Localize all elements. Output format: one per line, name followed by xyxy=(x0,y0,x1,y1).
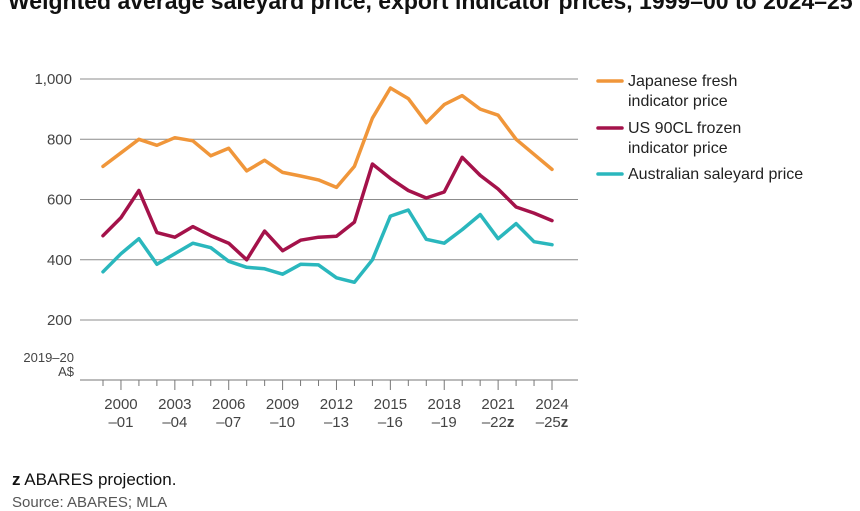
series-lines xyxy=(101,86,554,285)
x-tick-label: –22z xyxy=(482,414,515,431)
series-line-1 xyxy=(101,86,554,190)
series-line-3 xyxy=(101,208,554,285)
source-note: Source: ABARES; MLA xyxy=(12,494,168,511)
x-tick-label: 2006 xyxy=(212,396,245,413)
x-tick-label: 2000 xyxy=(104,396,137,413)
y-tick-label: 800 xyxy=(47,131,72,148)
x-tick-label: 2012 xyxy=(320,396,353,413)
x-tick-label: –07 xyxy=(216,414,241,431)
x-tick-label: 2021 xyxy=(481,396,514,413)
legend-label: Australian saleyard price xyxy=(628,166,803,183)
x-tick-label: –19 xyxy=(432,414,457,431)
y-tick-label: 600 xyxy=(47,192,72,209)
x-tick-label: –10 xyxy=(270,414,295,431)
x-tick-label: 2015 xyxy=(374,396,407,413)
grid-lines xyxy=(80,78,578,321)
projection-marker: z xyxy=(507,414,515,431)
x-tick-label: 2009 xyxy=(266,396,299,413)
footnote-marker: z xyxy=(12,470,21,489)
x-tick-label: 2024 xyxy=(535,396,568,413)
legend-label: indicator price xyxy=(628,140,728,157)
y-axis-label: 2019–20A$ xyxy=(23,350,74,379)
x-tick-label: 2018 xyxy=(428,396,461,413)
x-tick-label: 2003 xyxy=(158,396,191,413)
y-tick-label: 400 xyxy=(47,252,72,269)
legend-label: Japanese fresh xyxy=(628,73,737,90)
footnote: z ABARES projection. xyxy=(12,470,176,490)
legend-label: indicator price xyxy=(628,93,728,110)
projection-marker: z xyxy=(561,414,569,431)
y-axis-ticks: 200 400 600 800 1,000 xyxy=(34,71,72,329)
y-tick-label: 200 xyxy=(47,312,72,329)
footnote-text: ABARES projection. xyxy=(20,470,177,489)
x-tick-label: –13 xyxy=(324,414,349,431)
y-tick-label: 1,000 xyxy=(34,71,72,88)
x-axis: 2000–012003–042006–072009–102012–132015–… xyxy=(80,379,578,431)
y-axis-label-line: A$ xyxy=(58,364,75,379)
series-line-2 xyxy=(101,155,554,262)
legend-label: US 90CL frozen xyxy=(628,120,741,137)
chart-title: Weighted average saleyard price, export … xyxy=(8,0,853,14)
x-tick-label: –25z xyxy=(536,414,569,431)
x-tick-label: –04 xyxy=(162,414,187,431)
x-tick-label: –01 xyxy=(108,414,133,431)
legend: Japanese fresh indicator price US 90CL fro… xyxy=(596,73,803,183)
y-axis-label-line: 2019–20 xyxy=(23,350,74,365)
x-tick-label: –16 xyxy=(378,414,403,431)
